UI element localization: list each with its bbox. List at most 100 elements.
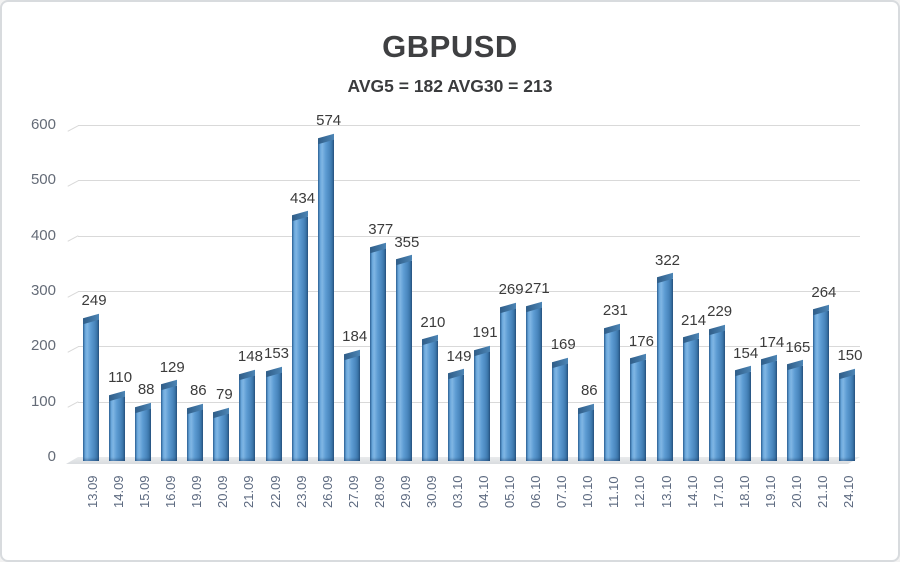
- bar-top-face: [291, 211, 308, 222]
- bar: [447, 368, 464, 461]
- bar-value-label: 150: [837, 347, 863, 364]
- bar: [421, 335, 438, 461]
- x-tick-label: 19.10: [762, 475, 778, 508]
- bar-value-label: 79: [216, 386, 233, 404]
- chart-title: GBPUSD: [382, 29, 518, 64]
- bar: [83, 313, 100, 461]
- bar: [369, 242, 386, 461]
- bar-value-label: 184: [342, 328, 368, 346]
- bar-top-face: [786, 359, 803, 371]
- bar-top-face: [578, 403, 595, 415]
- bar-value-label: 322: [654, 251, 681, 269]
- x-tick-label: 27.09: [345, 475, 361, 508]
- bar-value-label: 154: [733, 344, 759, 362]
- gridline: [78, 401, 860, 403]
- bar: [838, 368, 855, 461]
- x-tick-label: 23.09: [293, 475, 309, 508]
- gridline: [78, 235, 860, 237]
- x-tick-label: 14.10: [684, 475, 700, 508]
- bar-value-label: 191: [472, 324, 498, 342]
- x-tick-label: 14.09: [111, 475, 127, 508]
- bar-value-label: 377: [368, 221, 394, 239]
- bar-top-face: [447, 368, 464, 380]
- bar-value-label: 249: [81, 292, 107, 310]
- bar-top-face: [343, 349, 360, 360]
- bar-top-face: [83, 313, 100, 325]
- bar-top-face: [213, 407, 230, 419]
- bar-top-face: [812, 305, 829, 316]
- bar: [656, 273, 673, 461]
- bar-top-face: [552, 357, 569, 369]
- bar-top-face: [187, 403, 204, 415]
- bar-value-label: 210: [420, 313, 446, 331]
- x-tick-label: 20.10: [788, 475, 804, 508]
- bar-value-label: 434: [290, 189, 316, 207]
- gridline: [78, 125, 860, 126]
- y-tick-label: 100: [30, 392, 56, 410]
- bar-value-label: 229: [707, 303, 733, 321]
- bar-top-face: [526, 301, 543, 312]
- bar-value-label: 271: [524, 280, 550, 298]
- x-tick-label: 16.09: [163, 475, 179, 508]
- y-tick-label: 400: [30, 226, 56, 244]
- bar: [213, 407, 230, 461]
- y-tick-label: 200: [30, 337, 56, 355]
- x-tick-label: 30.09: [423, 475, 439, 508]
- bar-top-face: [656, 273, 673, 284]
- bar-top-face: [630, 353, 647, 365]
- bar-value-label: 269: [498, 281, 524, 299]
- bar-value-label: 148: [237, 348, 263, 366]
- bar: [812, 305, 829, 461]
- x-tick-label: 22.09: [267, 475, 283, 508]
- bar-top-face: [734, 365, 751, 377]
- bar-top-face: [682, 332, 699, 344]
- bar-top-face: [265, 366, 282, 378]
- bar-value-label: 264: [811, 283, 837, 301]
- bar: [630, 353, 647, 461]
- x-tick-label: 17.10: [710, 475, 726, 508]
- x-tick-label: 12.10: [632, 475, 648, 508]
- x-tick-label: 21.09: [241, 475, 257, 508]
- x-tick-label: 20.09: [215, 475, 231, 508]
- bar: [786, 359, 803, 461]
- bar-value-label: 86: [189, 382, 207, 400]
- x-tick-label: 05.10: [502, 475, 518, 508]
- bar-value-label: 214: [681, 311, 707, 329]
- bar: [239, 369, 256, 461]
- bar: [604, 323, 621, 461]
- bar-top-face: [421, 335, 438, 346]
- bar: [135, 402, 152, 461]
- x-tick-label: 13.09: [85, 475, 101, 508]
- bar: [291, 211, 308, 461]
- chart-subtitle: AVG5 = 182 AVG30 = 213: [347, 76, 553, 96]
- y-tick-label: 600: [30, 116, 56, 133]
- bar: [265, 366, 282, 461]
- bar-value-label: 231: [602, 302, 628, 320]
- bar: [474, 345, 491, 461]
- bar-value-label: 355: [394, 233, 420, 251]
- x-tick-label: 15.09: [137, 475, 153, 508]
- bar: [109, 390, 126, 461]
- bar: [161, 379, 178, 461]
- bar-value-label: 574: [316, 112, 342, 130]
- x-tick-label: 13.10: [658, 475, 674, 508]
- bar: [682, 332, 699, 461]
- bar-value-label: 88: [137, 381, 155, 399]
- bar-top-face: [317, 133, 334, 145]
- bar-value-label: 165: [785, 338, 811, 356]
- bar: [395, 254, 412, 461]
- bar-value-label: 169: [550, 336, 576, 354]
- x-tick-label: 04.10: [476, 475, 492, 508]
- bar: [760, 354, 777, 461]
- bar: [552, 357, 569, 461]
- x-tick-label: 06.10: [528, 475, 544, 508]
- bar: [317, 133, 334, 461]
- bar-value-label: 174: [759, 333, 785, 351]
- x-tick-label: 21.10: [814, 475, 830, 508]
- x-tick-label: 24.10: [840, 475, 856, 508]
- y-tick-label: 500: [30, 171, 56, 189]
- bar: [500, 302, 517, 461]
- bar: [734, 365, 751, 461]
